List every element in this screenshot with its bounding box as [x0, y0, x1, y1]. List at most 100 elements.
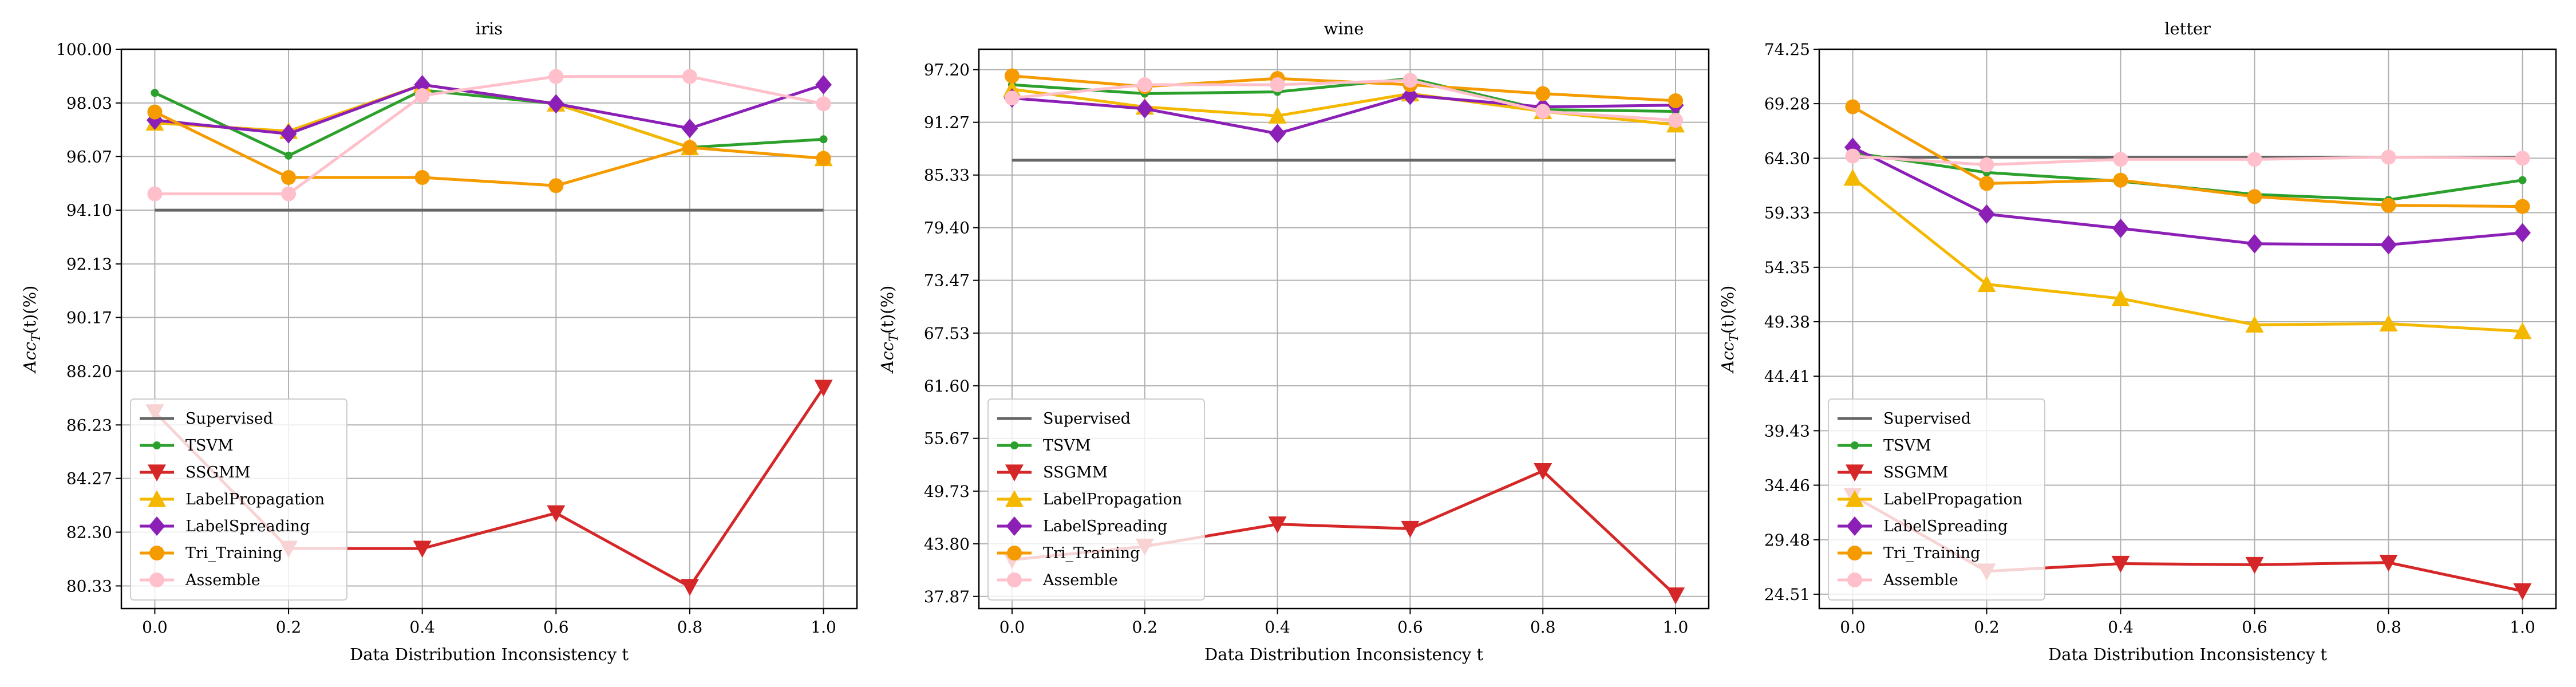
legend-entry-labelspreading: LabelSpreading: [1838, 516, 2008, 536]
series-line-labelspreading: [155, 83, 824, 136]
data-point-labelspreading: [681, 119, 698, 139]
legend-entry-tsvm: TSVM: [140, 437, 234, 455]
y-tick-label: 82.30: [66, 523, 112, 542]
legend-marker: [1846, 464, 1864, 481]
y-tick-label: 80.33: [66, 577, 112, 595]
plot-frame: [978, 48, 1710, 610]
legend-entry-tsvm: TSVM: [997, 437, 1091, 455]
data-point-assemble: [1137, 77, 1152, 93]
series-labelpropagation: [145, 75, 833, 167]
data-point-tri-training: [281, 169, 297, 185]
y-axis-label: AccT(t)(%): [1718, 286, 1741, 374]
legend-entry-labelspreading: LabelSpreading: [140, 516, 310, 536]
data-point-assemble: [1270, 77, 1285, 93]
data-point-assemble: [1402, 73, 1418, 88]
x-tick-label: 1.0: [2510, 618, 2535, 637]
series-labelspreading: [146, 74, 832, 144]
series-line-assemble: [1852, 155, 2523, 167]
data-point-labelpropagation: [2111, 289, 2130, 306]
data-point-tri-training: [2113, 172, 2128, 188]
y-tick-label: 67.53: [924, 324, 970, 343]
y-tick-label: 73.47: [924, 271, 970, 290]
data-point-tri-training: [1535, 86, 1551, 101]
y-tick-label: 96.07: [66, 147, 112, 166]
legend-label: LabelSpreading: [185, 518, 310, 535]
x-tick-label: 0.2: [276, 618, 302, 637]
x-axis-label: Data Distribution Inconsistency t: [1204, 645, 1483, 664]
y-tick-label: 43.80: [924, 535, 970, 554]
y-tick-label: 98.03: [66, 94, 112, 113]
data-point-assemble: [548, 69, 564, 84]
legend-label: TSVM: [1043, 437, 1091, 455]
data-point-assemble: [2113, 152, 2128, 167]
legend-label: LabelPropagation: [1043, 491, 1182, 508]
data-point-labelspreading: [815, 74, 832, 94]
data-point-tri-training: [1979, 176, 1994, 191]
data-point-tri-training: [1004, 68, 1020, 84]
legend-marker: [148, 516, 165, 536]
data-point-tri-training: [2515, 199, 2530, 214]
x-tick-label: 0.6: [543, 618, 569, 637]
legend-label: SSGMM: [1043, 464, 1108, 481]
legend-marker: [1006, 516, 1023, 536]
y-tick-label: 85.33: [924, 166, 970, 185]
data-point-labelpropagation: [1977, 275, 1996, 293]
series-assemble: [1004, 73, 1684, 128]
data-point-ssgmm: [2111, 555, 2130, 573]
x-axis-label: Data Distribution Inconsistency t: [350, 645, 629, 664]
legend-marker: [148, 464, 166, 481]
data-point-tsvm: [2518, 176, 2527, 184]
legend-entry-supervised: Supervised: [1838, 410, 1971, 428]
x-tick-label: 0.8: [1530, 618, 1556, 637]
data-point-tri-training: [1668, 93, 1684, 108]
y-tick-label: 44.41: [1764, 367, 1810, 386]
series-line-labelspreading: [1852, 146, 2523, 247]
data-point-ssgmm: [413, 540, 432, 558]
legend-label: LabelPropagation: [185, 491, 325, 508]
y-tick-label: 79.40: [924, 219, 970, 238]
data-point-assemble: [1004, 90, 1020, 106]
data-point-tsvm: [285, 151, 293, 160]
legend-entry-assemble: Assemble: [997, 571, 1118, 589]
data-point-tsvm: [819, 135, 828, 144]
y-tick-label: 49.73: [924, 482, 970, 501]
plot-frame: [1818, 48, 2557, 610]
chart-title: wine: [1324, 19, 1364, 38]
legend-entry-ssgmm: SSGMM: [1838, 464, 1948, 481]
legend-label: LabelSpreading: [1043, 518, 1167, 535]
legend-entry-labelspreading: LabelSpreading: [997, 516, 1167, 536]
legend-marker: [1010, 441, 1018, 449]
data-point-tri-training: [682, 140, 697, 155]
y-tick-label: 64.30: [1764, 149, 1810, 168]
y-tick-label: 37.87: [924, 587, 970, 606]
legend: Supervised TSVM SSGMM LabelPropagation Label…: [987, 398, 1205, 601]
x-tick-label: 0.2: [1132, 618, 1158, 637]
y-tick-label: 100.00: [56, 40, 112, 59]
y-tick-label: 39.43: [1764, 421, 1810, 440]
chart-title: iris: [476, 19, 503, 38]
data-point-ssgmm: [1401, 520, 1420, 538]
legend-entry-tri-training: Tri_Training: [997, 544, 1140, 562]
data-point-assemble: [147, 186, 163, 202]
legend-label: LabelSpreading: [1883, 518, 2008, 535]
legend-label: Assemble: [1042, 571, 1118, 589]
y-tick-label: 92.13: [66, 255, 112, 274]
y-tick-label: 69.28: [1764, 94, 1810, 113]
legend-marker: [1846, 490, 1864, 507]
series-tri-training: [1845, 99, 2530, 214]
data-point-tri-training: [548, 178, 564, 194]
data-point-labelspreading: [2246, 234, 2263, 254]
legend-label: Supervised: [185, 410, 273, 428]
legend-marker: [1847, 572, 1862, 587]
legend-entry-tri-training: Tri_Training: [140, 544, 282, 562]
data-point-labelpropagation: [2513, 322, 2532, 339]
legend-entry-ssgmm: SSGMM: [140, 464, 250, 481]
x-axis-label: Data Distribution Inconsistency t: [2048, 645, 2327, 664]
series-line-assemble: [1012, 78, 1676, 122]
y-tick-label: 94.10: [66, 201, 112, 220]
data-point-labelpropagation: [1843, 168, 1862, 186]
legend-entry-labelpropagation: LabelPropagation: [997, 490, 1182, 508]
legend-label: Assemble: [1883, 571, 1958, 589]
data-point-labelspreading: [2112, 218, 2129, 238]
data-point-labelspreading: [280, 124, 297, 144]
